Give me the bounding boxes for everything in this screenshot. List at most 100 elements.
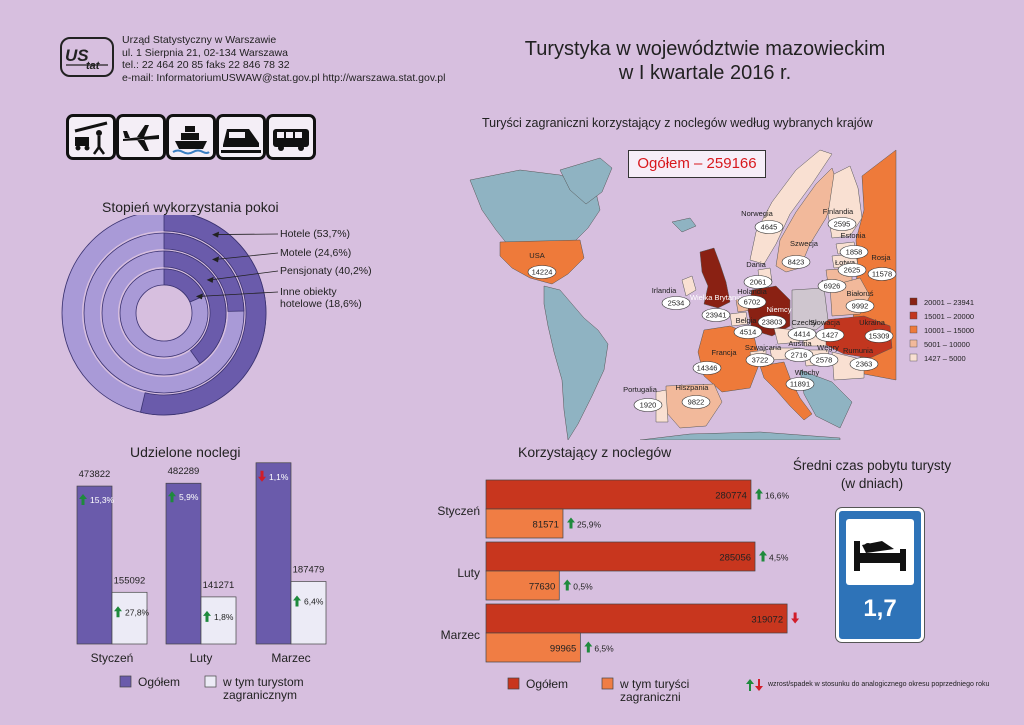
- map-country-label: Francja: [711, 348, 737, 357]
- map-value-label: 11891: [790, 380, 810, 389]
- ring-label: Motele (24,6%): [280, 247, 351, 259]
- map-country-label: Niemcy: [766, 305, 791, 314]
- nights-change-label: 6,4%: [304, 597, 324, 607]
- nights-change-label: 27,8%: [125, 607, 150, 617]
- map-value-label: 4645: [761, 223, 778, 232]
- change-arrow-icon: [293, 595, 301, 607]
- map-value-bubble: [837, 263, 867, 277]
- map-country-label: Węgry: [817, 343, 839, 352]
- map-country-label: Włochy: [795, 368, 820, 377]
- map-country-label: Austria: [788, 339, 812, 348]
- map-country-label: Hiszpania: [676, 383, 710, 392]
- guests-value-label: 99965: [550, 644, 576, 655]
- avg-stay-sign: 1,7: [836, 508, 924, 642]
- map-value-bubble: [785, 377, 815, 391]
- guests-value-label: 319072: [751, 615, 783, 626]
- footnote: wzrost/spadek w stosunku do analogiczneg…: [768, 681, 990, 688]
- map-value-bubble: [737, 295, 767, 309]
- map-country-label: Ukraina: [859, 318, 886, 327]
- map-country-label: Holandia: [737, 287, 767, 296]
- map-value-label: 23803: [762, 318, 783, 327]
- guests-legend-swatch: [507, 677, 520, 690]
- ireland-country: [681, 275, 697, 297]
- map-value-label: 1858: [846, 248, 863, 257]
- guests-change-label: 16,6%: [765, 491, 790, 501]
- map-value-bubble: [754, 220, 784, 234]
- map-value-label: 6926: [824, 282, 841, 291]
- ring-label: Hotele (53,7%): [280, 228, 350, 240]
- belgium-country: [729, 311, 749, 327]
- map-value-label: 2534: [668, 299, 685, 308]
- legend-swatch: [909, 297, 918, 306]
- org-phone: tel.: 22 464 20 85 faks 22 846 78 32: [122, 59, 290, 71]
- legend-swatch: [909, 353, 918, 362]
- leader-line: [210, 270, 279, 281]
- map-value-bubble: [661, 296, 691, 310]
- nights-bar: [111, 591, 148, 645]
- map-value-bubble: [817, 279, 847, 293]
- occupancy-rings-chart: Hotele (53,7%) Motele (24,6%) Pensjonaty (…: [61, 215, 372, 416]
- map-value-label: 15309: [869, 332, 890, 341]
- map-value-label: 4514: [740, 328, 757, 337]
- change-arrow-icon: [168, 491, 176, 503]
- nights-category-label: Styczeń: [91, 651, 134, 665]
- guests-legend-label: Ogółem: [526, 677, 568, 691]
- nights-change-label: 1,8%: [214, 612, 234, 622]
- legend-label: 1427 – 5000: [924, 354, 966, 363]
- change-arrow-icon: [114, 606, 122, 618]
- nights-legend-label: w tym turystom: [222, 675, 304, 689]
- map-value-label: 1920: [640, 401, 657, 410]
- map-country-label: Rumunia: [843, 346, 874, 355]
- ring-label: hotelowe (18,6%): [280, 298, 362, 310]
- guests-legend-label: w tym turyści: [619, 677, 689, 691]
- norway-country: [749, 149, 833, 265]
- map-country-label: Wielka Brytania: [690, 293, 743, 302]
- nights-value-label: 141271: [203, 580, 235, 591]
- up-down-arrows-icon: [746, 679, 763, 691]
- map-legend: 20001 – 23941 15001 – 20000 10001 – 15000 5…: [909, 297, 974, 363]
- map-value-bubble: [701, 308, 731, 322]
- map-value-bubble: [633, 398, 663, 412]
- map-value-bubble: [827, 217, 857, 231]
- map-title: Turyści zagraniczni korzystający z nocle…: [482, 116, 873, 130]
- map-value-label: 2061: [750, 278, 767, 287]
- africa-land: [639, 431, 841, 440]
- ring-label: Pensjonaty (40,2%): [280, 265, 372, 277]
- map-value-label: 4414: [794, 330, 811, 339]
- map-value-label: 3722: [752, 356, 769, 365]
- map-value-bubble: [784, 348, 814, 362]
- map-value-label: 2595: [834, 220, 851, 229]
- bed-icon: [846, 519, 914, 585]
- guests-value-label: 285056: [719, 553, 751, 564]
- map-value-label: 2363: [856, 360, 873, 369]
- nights-bar-chart: 473822 15,3% 155092 27,8% Styczeń 482289 5,9% 1…: [76, 462, 327, 702]
- change-arrow-icon: [566, 517, 575, 529]
- leader-line: [199, 291, 279, 297]
- leader-arrowhead: [195, 293, 203, 300]
- nights-value-label: 187479: [293, 565, 325, 576]
- org-email: e-mail: InformatoriumUSWAW@stat.gov.pl h…: [122, 71, 446, 84]
- border-crossing-icon: [66, 114, 116, 160]
- greenland-land: [559, 157, 613, 205]
- map-value-bubble: [527, 265, 557, 279]
- map-country-label: Dania: [746, 260, 766, 269]
- map-country-label: Rosja: [871, 253, 891, 262]
- airplane-icon: [116, 114, 166, 160]
- map-country-label: Łotwa: [835, 258, 856, 267]
- train-icon: [216, 114, 266, 160]
- map-value-bubble: [864, 329, 894, 343]
- map-country-label: Norwegia: [741, 209, 774, 218]
- ring-center: [135, 284, 193, 342]
- map-country-label: USA: [529, 251, 544, 260]
- map-country-label: Szwajcaria: [745, 343, 782, 352]
- map-value-bubble: [839, 245, 869, 259]
- nights-legend-swatch: [119, 675, 132, 688]
- nights-legend-label: zagranicznym: [223, 688, 297, 702]
- map-value-label: 6702: [744, 298, 761, 307]
- nights-value-label: 482289: [168, 466, 200, 477]
- map-value-bubble: [781, 255, 811, 269]
- guests-change-label: 6,5%: [594, 644, 614, 654]
- change-arrow-icon: [563, 579, 572, 591]
- guests-value-label: 81571: [533, 520, 559, 531]
